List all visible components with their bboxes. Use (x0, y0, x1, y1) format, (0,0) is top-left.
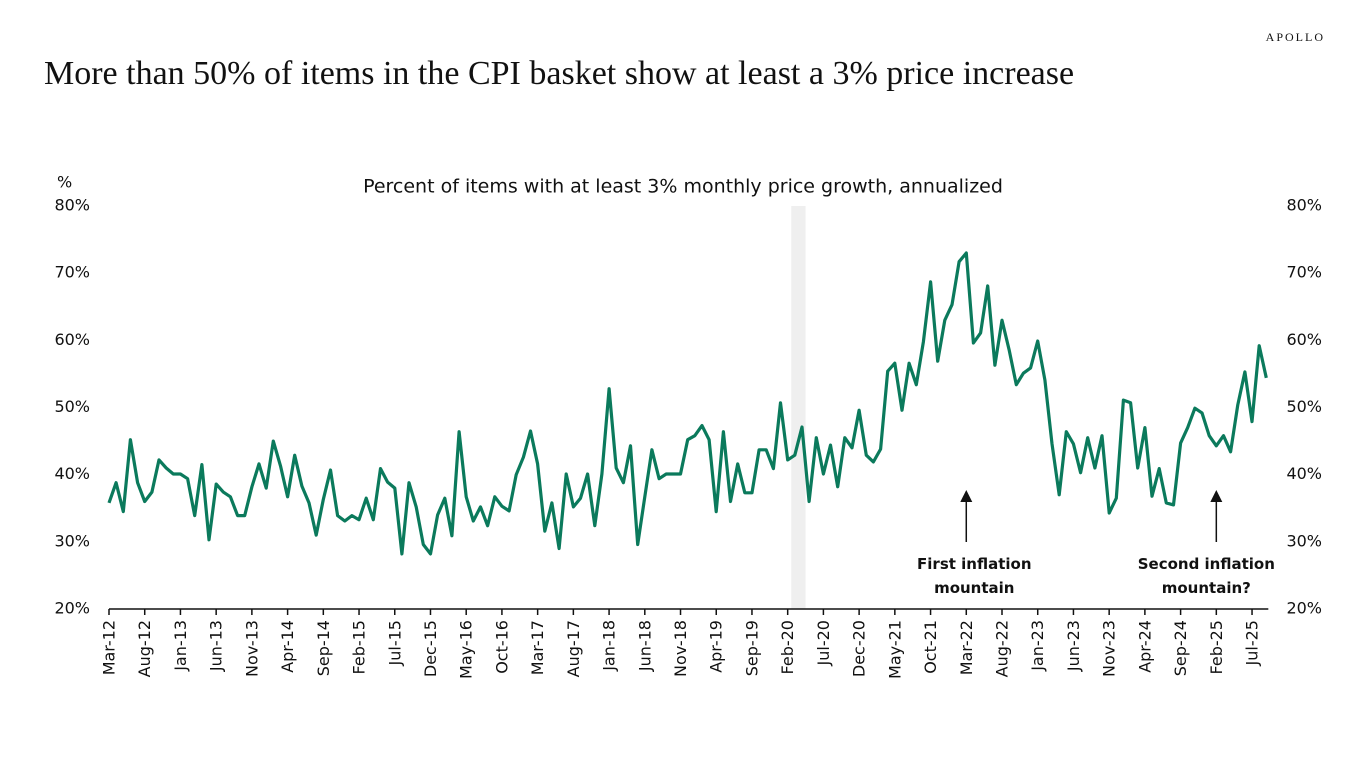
x-tick-label: Jul-15 (385, 620, 404, 666)
x-tick-label: Aug-12 (135, 620, 154, 677)
y2-tick-label: 30% (1286, 531, 1322, 550)
annotation: Second inflation mountain? (1137, 555, 1275, 597)
x-tick-label: Jul-20 (814, 620, 833, 666)
x-tick-label: Feb-20 (778, 620, 797, 674)
x-tick-label: Jun-13 (207, 620, 226, 672)
x-tick-label: Sep-14 (314, 620, 333, 676)
x-tick-label: Jan-18 (600, 620, 619, 672)
x-tick-label: Oct-16 (492, 620, 511, 674)
y2-tick-label: 20% (1286, 599, 1322, 618)
y-tick-label: 70% (54, 263, 90, 282)
x-tick-label: Jun-23 (1064, 620, 1083, 672)
y-tick-label: 40% (54, 464, 90, 483)
x-tick-label: Aug-17 (564, 620, 583, 677)
x-tick-label: Mar-22 (957, 620, 976, 675)
y-tick-label: 60% (54, 330, 90, 349)
y-tick-label: 20% (54, 599, 90, 618)
x-tick-label: May-16 (457, 620, 476, 679)
x-tick-label: Sep-24 (1171, 620, 1190, 676)
x-tick-label: Apr-24 (1135, 620, 1154, 673)
x-tick-label: Apr-19 (707, 620, 726, 673)
x-tick-label: May-21 (885, 620, 904, 679)
chart-title: More than 50% of items in the CPI basket… (44, 55, 1074, 92)
x-tick-label: Mar-12 (100, 620, 119, 675)
x-tick-label: Nov-18 (671, 620, 690, 677)
x-tick-label: Dec-15 (421, 620, 440, 677)
x-tick-label: Nov-13 (242, 620, 261, 677)
y2-tick-label: 80% (1286, 196, 1322, 215)
x-tick-label: Sep-19 (742, 620, 761, 676)
x-tick-label: Feb-25 (1207, 620, 1226, 674)
x-tick-label: Aug-22 (993, 620, 1012, 677)
x-tick-label: Jan-23 (1028, 620, 1047, 672)
y2-tick-label: 50% (1286, 397, 1322, 416)
data-line (107, 251, 1268, 556)
x-tick-label: Apr-14 (278, 620, 297, 673)
x-tick-label: Nov-23 (1100, 620, 1119, 677)
y-unit-label: % (57, 173, 72, 192)
brand: APOLLO (1266, 30, 1325, 44)
x-tick-label: Jan-13 (171, 620, 190, 672)
y2-tick-label: 70% (1286, 263, 1322, 282)
x-tick-label: Feb-15 (350, 620, 369, 674)
recession-band (791, 206, 806, 609)
y-tick-label: 80% (54, 196, 90, 215)
y2-tick-label: 40% (1286, 464, 1322, 483)
x-tick-label: Dec-20 (850, 620, 869, 677)
x-tick-label: Jul-25 (1243, 620, 1262, 666)
x-tick-label: Mar-17 (528, 620, 547, 675)
y-tick-label: 30% (54, 531, 90, 550)
x-tick-label: Oct-21 (921, 620, 940, 674)
y-tick-label: 50% (54, 397, 90, 416)
chart-subtitle: Percent of items with at least 3% monthl… (363, 176, 1003, 198)
y2-tick-label: 60% (1286, 330, 1322, 349)
annotation: First inflation mountain (917, 555, 1032, 597)
x-tick-label: Jun-18 (635, 620, 654, 672)
